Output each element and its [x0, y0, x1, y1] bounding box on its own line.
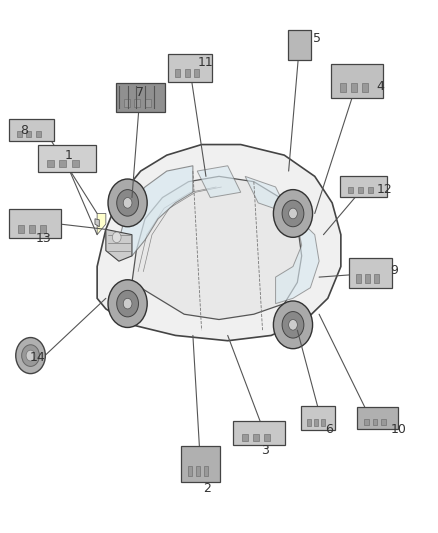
Polygon shape	[276, 214, 319, 304]
Text: 3: 3	[261, 444, 268, 457]
Bar	[373, 419, 378, 425]
Bar	[185, 69, 190, 77]
Bar	[364, 419, 369, 425]
Bar	[381, 419, 386, 425]
Polygon shape	[132, 176, 302, 319]
Bar	[17, 131, 22, 138]
FancyBboxPatch shape	[288, 30, 311, 60]
Polygon shape	[197, 166, 241, 198]
Bar	[194, 69, 199, 77]
Polygon shape	[95, 219, 99, 227]
FancyBboxPatch shape	[233, 421, 285, 445]
Text: 4: 4	[376, 80, 384, 93]
Bar	[26, 131, 32, 138]
Circle shape	[16, 337, 46, 374]
Bar	[339, 83, 346, 92]
Bar	[307, 419, 311, 426]
Bar	[145, 99, 151, 107]
Bar	[36, 131, 41, 138]
Text: 13: 13	[36, 232, 52, 245]
Polygon shape	[97, 144, 341, 341]
Bar	[351, 83, 357, 92]
FancyBboxPatch shape	[9, 119, 54, 141]
Text: 8: 8	[20, 124, 28, 137]
Polygon shape	[245, 176, 289, 214]
Bar	[242, 434, 248, 441]
Text: 2: 2	[203, 482, 211, 495]
FancyBboxPatch shape	[340, 176, 388, 197]
Text: 6: 6	[325, 423, 332, 436]
Bar	[362, 83, 367, 92]
Bar	[134, 99, 140, 107]
Circle shape	[273, 190, 313, 237]
Bar	[28, 225, 35, 233]
Text: 12: 12	[377, 183, 392, 196]
Polygon shape	[97, 214, 106, 235]
Polygon shape	[119, 166, 193, 256]
Circle shape	[289, 319, 297, 330]
Bar	[321, 419, 325, 426]
Bar	[264, 434, 270, 441]
FancyBboxPatch shape	[168, 54, 212, 82]
Text: 14: 14	[29, 351, 45, 364]
Circle shape	[21, 345, 39, 366]
Bar	[187, 466, 192, 476]
Circle shape	[123, 298, 132, 309]
Circle shape	[117, 290, 138, 317]
FancyBboxPatch shape	[349, 258, 392, 288]
Bar	[204, 466, 208, 476]
FancyBboxPatch shape	[357, 407, 398, 429]
Text: 5: 5	[313, 32, 321, 45]
Text: 9: 9	[390, 264, 398, 277]
Text: 10: 10	[390, 423, 406, 436]
Circle shape	[108, 179, 147, 227]
Text: 1: 1	[65, 149, 73, 161]
Circle shape	[108, 280, 147, 327]
Bar	[314, 419, 318, 426]
Bar	[348, 188, 353, 193]
FancyBboxPatch shape	[116, 83, 166, 112]
Circle shape	[26, 350, 35, 361]
Circle shape	[117, 190, 138, 216]
Circle shape	[113, 232, 121, 243]
Circle shape	[123, 198, 132, 208]
Bar	[175, 69, 180, 77]
Circle shape	[273, 301, 313, 349]
Circle shape	[282, 200, 304, 227]
Text: 11: 11	[197, 56, 213, 69]
Bar	[39, 225, 46, 233]
Bar	[196, 466, 200, 476]
Bar	[374, 274, 379, 282]
Bar	[356, 274, 361, 282]
Bar	[358, 188, 363, 193]
Polygon shape	[106, 229, 132, 261]
Bar	[365, 274, 370, 282]
FancyBboxPatch shape	[9, 209, 61, 238]
FancyBboxPatch shape	[301, 406, 335, 430]
FancyBboxPatch shape	[181, 446, 220, 482]
Bar	[72, 159, 78, 167]
FancyBboxPatch shape	[38, 144, 96, 172]
Text: 7: 7	[136, 86, 144, 99]
Bar	[59, 159, 66, 167]
Bar	[18, 225, 24, 233]
Circle shape	[289, 208, 297, 219]
Bar	[47, 159, 54, 167]
FancyBboxPatch shape	[331, 64, 383, 98]
Circle shape	[282, 312, 304, 338]
Bar	[368, 188, 373, 193]
Bar	[124, 99, 130, 107]
Bar	[253, 434, 259, 441]
